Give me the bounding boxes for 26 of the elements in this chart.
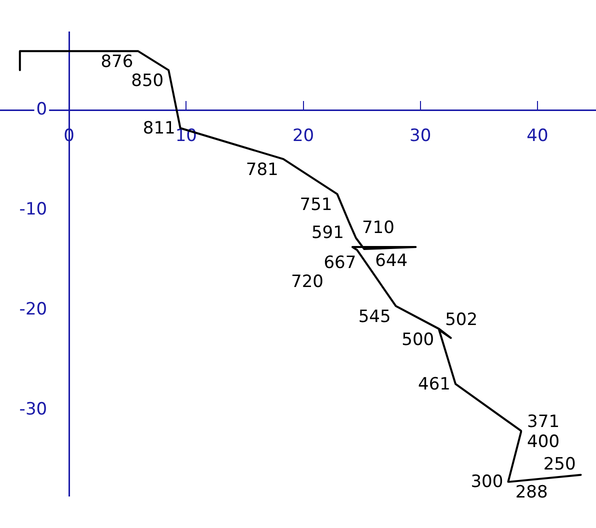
x-tick-label: 20: [292, 126, 314, 146]
annotation: 811: [142, 118, 176, 139]
x-tick-label: 30: [410, 126, 432, 146]
annotation: 850: [131, 71, 164, 92]
annotation: 371: [527, 412, 560, 432]
annotation: 400: [527, 432, 560, 452]
annotation: 461: [418, 374, 450, 394]
y-tick-label: -20: [19, 299, 48, 320]
annotation: 300: [470, 472, 504, 492]
annotation: 710: [362, 218, 394, 238]
y-tick-label: 0: [36, 100, 48, 120]
annotation: 781: [246, 160, 278, 180]
annotation: 644: [375, 250, 408, 271]
y-tick-label: -10: [19, 199, 48, 220]
annotation: 250: [543, 454, 576, 475]
annotation: 751: [300, 194, 332, 215]
annotation: 502: [445, 310, 478, 330]
annotation: 591: [311, 222, 344, 243]
y-tick-label: -30: [19, 399, 48, 420]
annotation: 667: [324, 252, 356, 273]
annotation: 500: [402, 330, 434, 350]
annotation: 720: [291, 272, 324, 292]
annotation: 545: [358, 306, 391, 327]
x-tick-label: 40: [526, 126, 548, 146]
annotation: 876: [100, 52, 134, 72]
annotation: 288: [515, 482, 548, 503]
